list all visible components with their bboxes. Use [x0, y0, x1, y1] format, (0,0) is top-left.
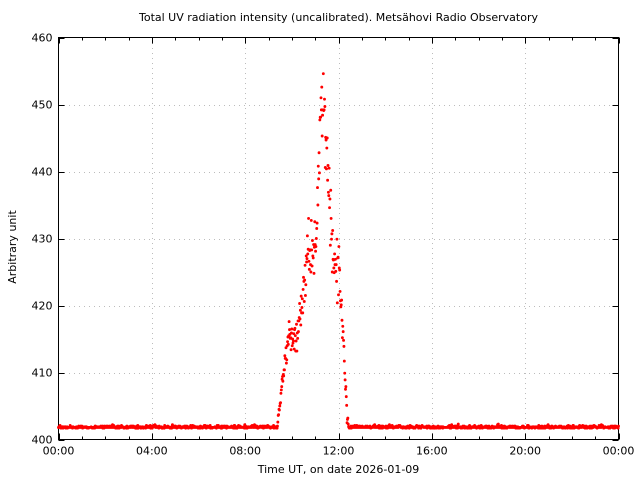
grid-layer: [59, 38, 618, 439]
scatter-points: [57, 72, 620, 430]
x-tick-label: 00:00: [43, 445, 75, 458]
x-axis-label: Time UT, on date 2026-01-09: [257, 463, 420, 476]
y-tick-label: 420: [32, 300, 53, 313]
x-tick-label: 20:00: [509, 445, 541, 458]
chart-title: Total UV radiation intensity (uncalibrat…: [138, 11, 538, 24]
x-tick-label: 04:00: [136, 445, 168, 458]
y-tick-label: 400: [32, 434, 53, 447]
y-tick-label: 410: [32, 367, 53, 380]
y-tick-label: 430: [32, 233, 53, 246]
data-points: [57, 72, 620, 430]
y-tick-labels: 400 410 420 430 440 450 460: [32, 32, 53, 447]
y-axis-label: Arbitrary unit: [6, 210, 19, 284]
plot-border: [58, 37, 619, 440]
y-tick-label: 450: [32, 99, 53, 112]
y-tick-label: 460: [32, 32, 53, 45]
x-tick-label: 08:00: [229, 445, 261, 458]
x-tick-labels: 00:00 04:00 08:00 12:00 16:00 20:00 00:00: [43, 445, 635, 458]
x-tick-label: 16:00: [416, 445, 448, 458]
y-tick-label: 440: [32, 166, 53, 179]
tick-layer: [58, 37, 620, 441]
label-layer: Total UV radiation intensity (uncalibrat…: [6, 11, 538, 476]
x-tick-label: 12:00: [323, 445, 355, 458]
x-tick-label: 00:00: [603, 445, 635, 458]
